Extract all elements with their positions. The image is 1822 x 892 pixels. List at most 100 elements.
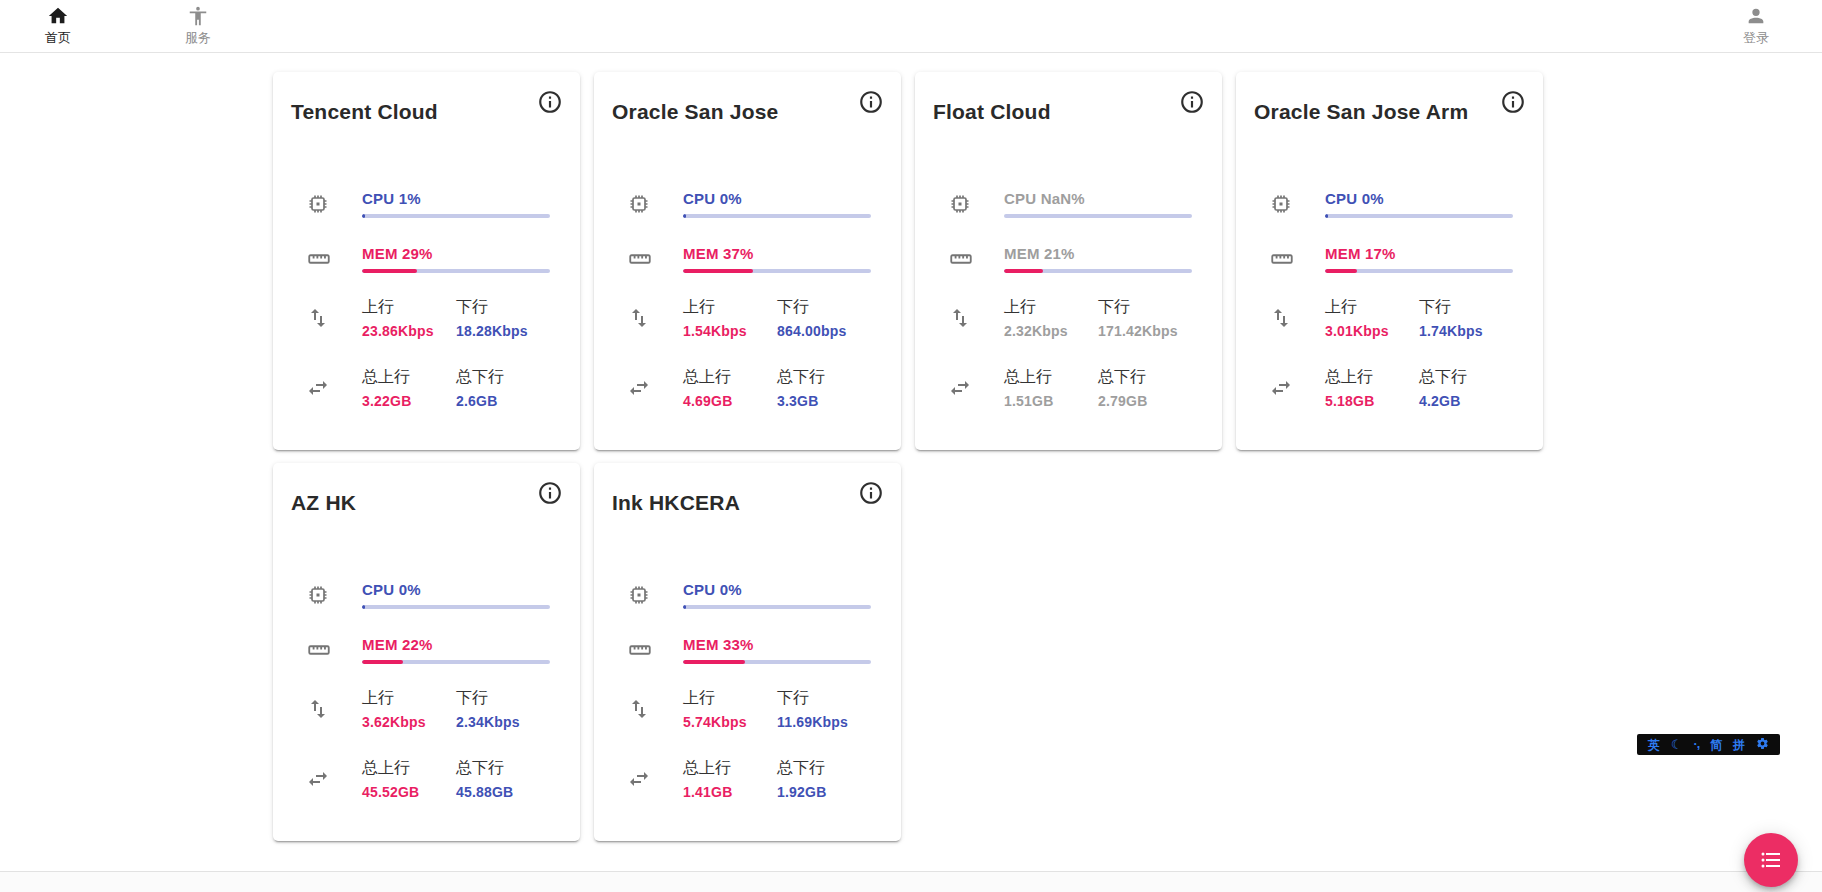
- download-speed-value: 2.34Kbps: [456, 714, 550, 730]
- ime-pinyin-mode[interactable]: 拼: [1733, 739, 1745, 751]
- swap-horizontal-icon: [289, 376, 362, 400]
- server-name: AZ HK: [289, 479, 356, 515]
- info-icon: [858, 89, 884, 115]
- gear-icon[interactable]: [1756, 737, 1769, 753]
- list-icon: [1759, 848, 1783, 872]
- total-download-value: 4.2GB: [1419, 393, 1513, 409]
- upload-speed-value: 5.74Kbps: [683, 714, 777, 730]
- cpu-usage-text: CPU 0%: [362, 581, 550, 598]
- cpu-chip-icon: [931, 192, 1004, 216]
- upload-label: 上行: [362, 688, 456, 709]
- up-down-arrows-icon: [289, 697, 362, 721]
- upload-speed-value: 1.54Kbps: [683, 323, 777, 339]
- upload-speed-value: 2.32Kbps: [1004, 323, 1098, 339]
- info-button[interactable]: [857, 88, 885, 116]
- info-button[interactable]: [536, 479, 564, 507]
- mem-usage-text: MEM 22%: [362, 636, 550, 653]
- download-speed-value: 864.00bps: [777, 323, 871, 339]
- total-traffic-metric: 总上行 5.18GB 总下行 4.2GB: [1252, 367, 1527, 409]
- total-upload-label: 总上行: [1325, 367, 1419, 388]
- info-button[interactable]: [1499, 88, 1527, 116]
- cpu-chip-icon: [610, 583, 683, 607]
- total-upload-value: 1.41GB: [683, 784, 777, 800]
- memory-ruler-icon: [610, 246, 683, 272]
- ime-simplified-mode[interactable]: 简: [1710, 739, 1722, 751]
- server-name: Oracle San Jose Arm: [1252, 88, 1468, 124]
- total-upload-value: 1.51GB: [1004, 393, 1098, 409]
- info-icon: [537, 89, 563, 115]
- mem-progress-bar: [362, 660, 550, 664]
- info-icon: [1179, 89, 1205, 115]
- metrics: CPU 0% MEM 22%: [289, 581, 564, 800]
- nav-item-login[interactable]: 登录: [1732, 5, 1780, 47]
- cpu-chip-icon: [289, 192, 362, 216]
- total-upload-label: 总上行: [683, 758, 777, 779]
- total-upload-label: 总上行: [362, 367, 456, 388]
- speed-metric: 上行 23.86Kbps 下行 18.28Kbps: [289, 297, 564, 339]
- server-name: Ink HKCERA: [610, 479, 740, 515]
- download-label: 下行: [456, 688, 550, 709]
- download-speed-value: 18.28Kbps: [456, 323, 550, 339]
- upload-label: 上行: [683, 297, 777, 318]
- up-down-arrows-icon: [289, 306, 362, 330]
- memory-ruler-icon: [289, 637, 362, 663]
- punctuation-mode-icon[interactable]: ·,: [1694, 738, 1700, 751]
- cpu-progress-bar: [1325, 214, 1513, 218]
- cpu-metric: CPU 1%: [289, 190, 564, 218]
- server-card: Oracle San Jose Arm CPU 0%: [1236, 72, 1543, 450]
- up-down-arrows-icon: [931, 306, 1004, 330]
- memory-ruler-icon: [289, 246, 362, 272]
- memory-ruler-icon: [931, 246, 1004, 272]
- mem-progress-bar: [362, 269, 550, 273]
- upload-label: 上行: [1325, 297, 1419, 318]
- nav-service-label: 服务: [185, 29, 211, 47]
- server-card: Ink HKCERA CPU 0%: [594, 463, 901, 841]
- mem-progress-bar: [683, 269, 871, 273]
- nav-item-home[interactable]: 首页: [34, 5, 82, 47]
- up-down-arrows-icon: [1252, 306, 1325, 330]
- total-traffic-metric: 总上行 4.69GB 总下行 3.3GB: [610, 367, 885, 409]
- swap-horizontal-icon: [1252, 376, 1325, 400]
- speed-metric: 上行 1.54Kbps 下行 864.00bps: [610, 297, 885, 339]
- nav-home-label: 首页: [45, 29, 71, 47]
- download-speed-value: 1.74Kbps: [1419, 323, 1513, 339]
- server-card: Tencent Cloud CPU 1%: [273, 72, 580, 450]
- info-button[interactable]: [1178, 88, 1206, 116]
- cpu-usage-text: CPU 0%: [683, 581, 871, 598]
- download-label: 下行: [1419, 297, 1513, 318]
- cpu-chip-icon: [1252, 192, 1325, 216]
- server-list-fab[interactable]: [1744, 833, 1798, 887]
- total-download-label: 总下行: [1419, 367, 1513, 388]
- cpu-usage-text: CPU 1%: [362, 190, 550, 207]
- server-card: Oracle San Jose CPU 0%: [594, 72, 901, 450]
- info-icon: [1500, 89, 1526, 115]
- info-button[interactable]: [536, 88, 564, 116]
- cpu-progress-bar: [1004, 214, 1192, 218]
- up-down-arrows-icon: [610, 697, 683, 721]
- account-icon: [1745, 5, 1767, 27]
- up-down-arrows-icon: [610, 306, 683, 330]
- total-download-value: 3.3GB: [777, 393, 871, 409]
- home-icon: [47, 5, 69, 27]
- ime-english-mode[interactable]: 英: [1648, 739, 1660, 751]
- download-label: 下行: [777, 688, 871, 709]
- mem-usage-text: MEM 21%: [1004, 245, 1192, 262]
- memory-ruler-icon: [610, 637, 683, 663]
- card-header: Tencent Cloud: [289, 88, 564, 124]
- total-upload-label: 总上行: [683, 367, 777, 388]
- total-upload-value: 4.69GB: [683, 393, 777, 409]
- server-name: Tencent Cloud: [289, 88, 438, 124]
- upload-label: 上行: [362, 297, 456, 318]
- metrics: CPU 1% MEM 29%: [289, 190, 564, 409]
- mem-metric: MEM 22%: [289, 636, 564, 664]
- info-button[interactable]: [857, 479, 885, 507]
- cpu-usage-text: CPU NaN%: [1004, 190, 1192, 207]
- total-download-label: 总下行: [456, 367, 550, 388]
- half-width-moon-icon[interactable]: ☾: [1671, 738, 1683, 751]
- nav-item-service[interactable]: 服务: [174, 5, 222, 47]
- mem-progress-bar: [1325, 269, 1513, 273]
- speed-metric: 上行 3.62Kbps 下行 2.34Kbps: [289, 688, 564, 730]
- total-download-value: 45.88GB: [456, 784, 550, 800]
- upload-speed-value: 23.86Kbps: [362, 323, 456, 339]
- download-label: 下行: [456, 297, 550, 318]
